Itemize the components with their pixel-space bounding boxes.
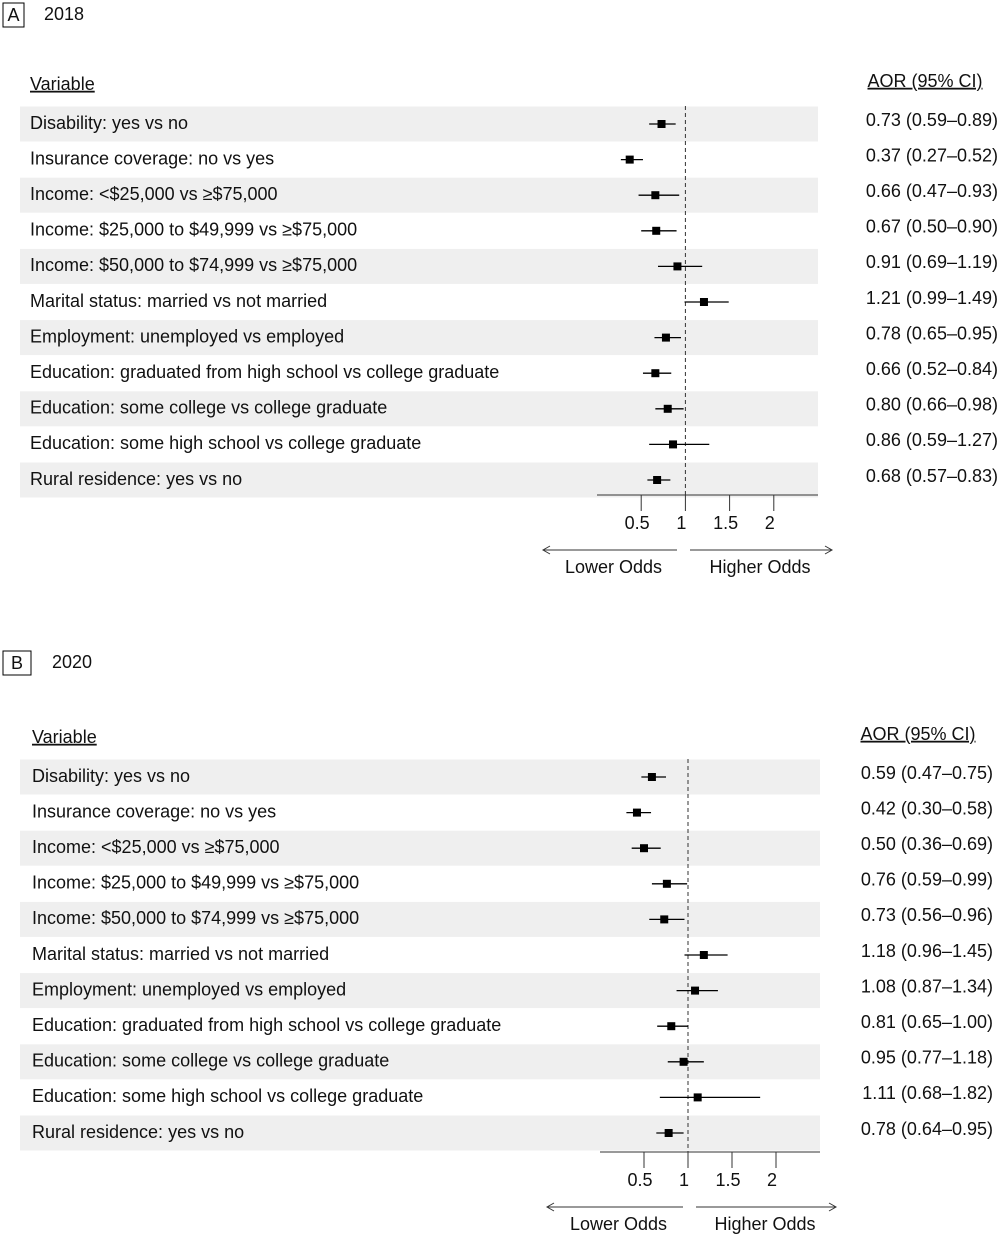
lower-arrow-head [541, 545, 551, 555]
row-label: Marital status: married vs not married [32, 944, 329, 964]
row-band [20, 830, 820, 866]
value-label: 0.66 (0.52–0.84) [866, 359, 998, 379]
row-label: Income: $25,000 to $49,999 vs ≥$75,000 [30, 220, 357, 240]
value-label: 0.80 (0.66–0.98) [866, 395, 998, 415]
point-estimate [651, 191, 660, 200]
value-label: 0.76 (0.59–0.99) [861, 870, 993, 890]
row-label: Insurance coverage: no vs yes [32, 801, 276, 821]
lower-annotation: Lower Odds [565, 557, 662, 577]
higher-annotation: Higher Odds [709, 557, 810, 577]
value-label: 1.08 (0.87–1.34) [861, 976, 993, 996]
value-label: 0.59 (0.47–0.75) [861, 763, 993, 783]
point-estimate [667, 1022, 676, 1031]
row-label: Education: some high school vs college g… [32, 1086, 423, 1106]
x-tick-label: 1.5 [715, 1170, 740, 1190]
value-label: 0.86 (0.59–1.27) [866, 430, 998, 450]
point-estimate [640, 844, 648, 853]
panel-label: A [7, 5, 19, 25]
point-estimate [699, 951, 708, 959]
row-label: Education: some college vs college gradu… [30, 398, 387, 418]
panel-label: B [11, 653, 23, 673]
row-label: Income: <$25,000 vs ≥$75,000 [30, 184, 278, 204]
x-tick-label: 2 [767, 1170, 777, 1190]
point-estimate [679, 1057, 688, 1066]
value-label: 0.37 (0.27–0.52) [866, 145, 998, 165]
row-label: Disability: yes vs no [30, 113, 188, 133]
value-label: 1.18 (0.96–1.45) [861, 941, 993, 961]
point-estimate [661, 333, 670, 342]
value-label: 0.68 (0.57–0.83) [866, 466, 998, 486]
value-label: 0.66 (0.47–0.93) [866, 181, 998, 201]
row-band [20, 901, 820, 937]
point-estimate [669, 440, 678, 449]
row-label: Education: graduated from high school vs… [30, 362, 499, 382]
label-header: Variable [32, 727, 97, 747]
point-estimate [653, 476, 662, 484]
row-label: Income: $50,000 to $74,999 vs ≥$75,000 [32, 908, 359, 928]
value-label: 0.81 (0.65–1.00) [861, 1012, 993, 1032]
row-label: Education: some college vs college gradu… [32, 1051, 389, 1071]
row-label: Income: $50,000 to $74,999 vs ≥$75,000 [30, 255, 357, 275]
value-label: 0.50 (0.36–0.69) [861, 834, 993, 854]
point-estimate [625, 155, 634, 164]
higher-arrow-head [824, 545, 834, 555]
x-tick-label: 2 [765, 513, 775, 533]
point-estimate [691, 986, 700, 995]
point-estimate [660, 915, 669, 924]
row-label: Rural residence: yes vs no [30, 469, 242, 489]
point-estimate [657, 120, 666, 128]
row-label: Employment: unemployed vs employed [30, 326, 344, 346]
row-label: Education: some high school vs college g… [30, 433, 421, 453]
point-estimate [663, 404, 672, 413]
point-estimate [651, 369, 660, 378]
value-label: 0.95 (0.77–1.18) [861, 1048, 993, 1068]
panel-box [2, 650, 32, 676]
label-header: Variable [30, 74, 95, 94]
row-label: Employment: unemployed vs employed [32, 979, 346, 999]
value-label: 0.73 (0.56–0.96) [861, 905, 993, 925]
panel-title: 2020 [52, 652, 92, 672]
value-header: AOR (95% CI) [860, 724, 975, 744]
panel-box [2, 2, 25, 28]
row-label: Rural residence: yes vs no [32, 1122, 244, 1142]
point-estimate [693, 1093, 702, 1102]
x-tick-label: 1 [679, 1170, 689, 1190]
lower-annotation: Lower Odds [570, 1214, 667, 1234]
value-label: 0.78 (0.64–0.95) [861, 1119, 993, 1139]
higher-annotation: Higher Odds [714, 1214, 815, 1234]
lower-arrow-head [545, 1202, 555, 1212]
panel-title: 2018 [44, 4, 84, 24]
x-tick-label: 0.5 [625, 513, 650, 533]
point-estimate [647, 773, 656, 781]
point-estimate [662, 879, 671, 888]
row-band [20, 1115, 820, 1151]
row-label: Income: $25,000 to $49,999 vs ≥$75,000 [32, 873, 359, 893]
x-tick-label: 0.5 [627, 1170, 652, 1190]
point-estimate [652, 226, 661, 235]
value-label: 1.21 (0.99–1.49) [866, 288, 998, 308]
value-header: AOR (95% CI) [867, 71, 982, 91]
row-label: Disability: yes vs no [32, 766, 190, 786]
higher-arrow-head [828, 1202, 838, 1212]
value-label: 0.67 (0.50–0.90) [866, 217, 998, 237]
row-label: Education: graduated from high school vs… [32, 1015, 501, 1035]
row-label: Insurance coverage: no vs yes [30, 148, 274, 168]
point-estimate [699, 298, 708, 306]
value-label: 0.78 (0.65–0.95) [866, 323, 998, 343]
value-label: 0.42 (0.30–0.58) [861, 798, 993, 818]
value-label: 0.91 (0.69–1.19) [866, 252, 998, 272]
row-label: Marital status: married vs not married [30, 291, 327, 311]
x-tick-label: 1 [676, 513, 686, 533]
point-estimate [632, 808, 641, 817]
point-estimate [664, 1129, 673, 1137]
row-band [20, 759, 820, 795]
point-estimate [673, 262, 682, 271]
value-label: 1.11 (0.68–1.82) [862, 1083, 993, 1103]
x-tick-label: 1.5 [713, 513, 738, 533]
value-label: 0.73 (0.59–0.89) [866, 110, 998, 130]
row-label: Income: <$25,000 vs ≥$75,000 [32, 837, 280, 857]
